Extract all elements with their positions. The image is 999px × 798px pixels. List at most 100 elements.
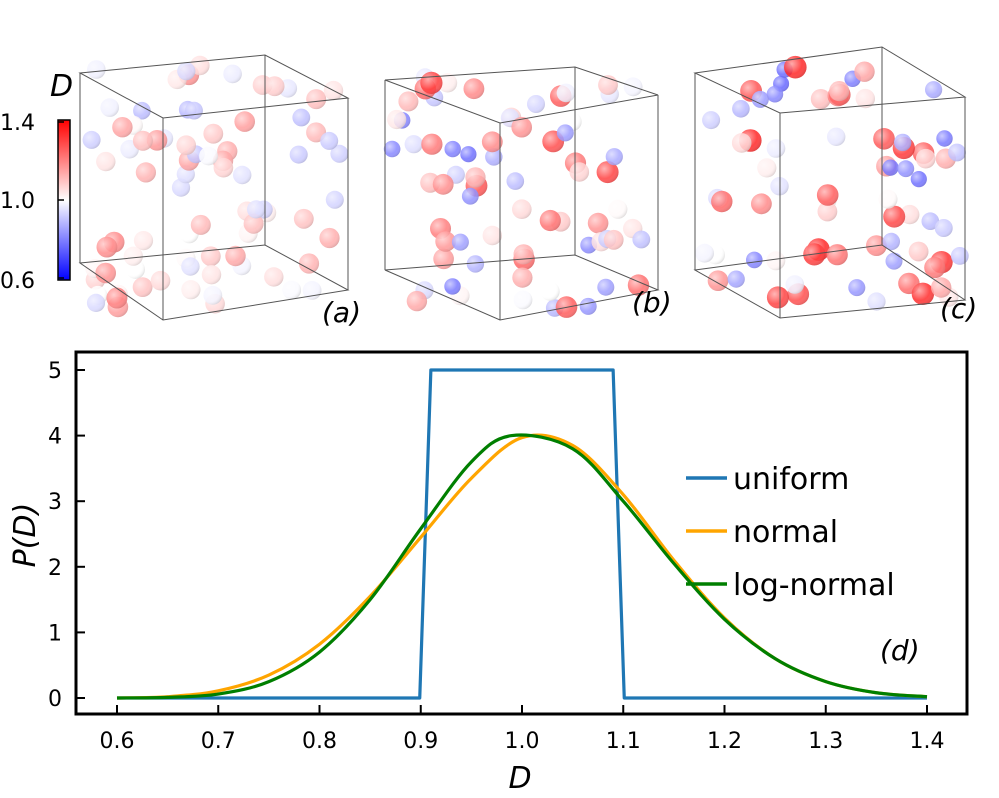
particle-shading xyxy=(86,293,106,312)
y-ticks: 0 1 2 3 4 5 xyxy=(48,359,85,712)
particle-shading xyxy=(513,290,533,310)
particle-shading xyxy=(632,230,651,249)
particle-shading xyxy=(829,81,850,102)
particle-shading xyxy=(330,144,349,163)
panel-label-a: (a) xyxy=(322,296,361,329)
particle-shading xyxy=(461,187,479,205)
particle-shading xyxy=(293,208,314,229)
particle-shading xyxy=(176,135,196,155)
particle-shading xyxy=(234,111,255,132)
x-tick-label: 0.6 xyxy=(100,729,135,754)
y-axis-label: P(D) xyxy=(8,503,43,568)
x-tick-label: 0.7 xyxy=(201,729,236,754)
particle-shading xyxy=(466,255,485,273)
colorbar: D 1.4 1.0 0.6 xyxy=(0,69,73,294)
particle-shading xyxy=(883,205,906,228)
legend-label: normal xyxy=(733,515,838,550)
sphere-cloud-c xyxy=(695,55,969,311)
particle-shading xyxy=(398,91,419,112)
simulation-box-b xyxy=(384,66,660,321)
particle-shading xyxy=(433,248,454,270)
particle-shading xyxy=(432,173,454,195)
particle-shading xyxy=(213,157,234,178)
particle-shading xyxy=(444,140,461,158)
particle-shading xyxy=(826,244,848,266)
particle-shading xyxy=(225,245,246,267)
particle-shading xyxy=(96,151,116,172)
particle-shading xyxy=(608,199,628,219)
particle-shading xyxy=(146,130,168,151)
particle-shading xyxy=(512,267,533,288)
particle-shading xyxy=(465,167,486,188)
particle-shading xyxy=(950,247,969,265)
x-tick-label: 1.1 xyxy=(606,729,641,754)
sphere-cloud-b xyxy=(383,68,651,318)
panel-label-d: (d) xyxy=(880,634,920,667)
colorbar-tick-label: 1.0 xyxy=(0,189,35,214)
particle-shading xyxy=(463,78,485,100)
colorbar-title: D xyxy=(50,69,73,104)
x-ticks: 0.6 0.7 0.8 0.9 1.0 1.1 1.2 1.3 1.4 xyxy=(100,705,945,754)
particle-shading xyxy=(873,128,895,150)
particle-shading xyxy=(320,131,339,150)
particle-shading xyxy=(460,146,477,163)
particle-shading xyxy=(243,213,264,234)
particle-shading xyxy=(597,278,615,296)
particle-shading xyxy=(746,251,763,269)
particle-shading xyxy=(95,262,116,284)
y-tick-label: 2 xyxy=(48,556,62,581)
particle-shading xyxy=(569,162,590,182)
x-tick-label: 0.9 xyxy=(403,729,438,754)
series-line-uniform xyxy=(117,368,927,700)
y-tick-label: 4 xyxy=(48,425,62,450)
particle-shading xyxy=(556,83,576,103)
particle-shading xyxy=(707,270,729,292)
particle-shading xyxy=(751,90,769,108)
particle-shading xyxy=(732,100,750,118)
particle-shading xyxy=(540,281,560,301)
particle-shading xyxy=(587,212,609,234)
particle-shading xyxy=(133,231,154,251)
particle-shading xyxy=(766,286,789,309)
particle-shading xyxy=(731,133,752,153)
particle-shading xyxy=(948,143,966,162)
particle-shading xyxy=(817,201,838,222)
particle-shading xyxy=(878,189,898,209)
particle-shading xyxy=(185,101,203,120)
particle-shading xyxy=(438,73,458,93)
particle-shading xyxy=(900,204,920,225)
particle-shading xyxy=(556,124,574,142)
particle-shading xyxy=(451,233,469,251)
particle-shading xyxy=(82,130,101,149)
particle-shading xyxy=(282,280,302,300)
particle-shading xyxy=(177,62,196,81)
particle-shading xyxy=(605,148,623,166)
particle-shading xyxy=(133,101,151,120)
particle-shading xyxy=(885,252,903,270)
particle-shading xyxy=(854,61,875,82)
particle-shading xyxy=(181,280,201,300)
particle-shading xyxy=(123,246,143,266)
particle-shading xyxy=(132,130,153,151)
particle-shading xyxy=(298,253,320,274)
particle-shading xyxy=(233,165,252,185)
particle-shading xyxy=(702,111,721,130)
particle-shading xyxy=(444,278,461,295)
particle-shading xyxy=(203,285,223,305)
particle-shading xyxy=(421,133,443,155)
particle-shading xyxy=(711,190,733,213)
y-tick-label: 1 xyxy=(48,621,62,646)
particle-shading xyxy=(100,98,119,117)
particle-shading xyxy=(112,117,133,138)
particle-shading xyxy=(181,257,200,276)
particle-shading xyxy=(481,131,503,153)
particle-shading xyxy=(200,246,221,267)
x-tick-label: 1.0 xyxy=(505,729,540,754)
sphere-cloud-a xyxy=(82,55,349,318)
particle-shading xyxy=(727,270,745,288)
particle-shading xyxy=(383,140,401,158)
particle-shading xyxy=(406,290,428,312)
particle-shading xyxy=(751,193,772,215)
particle-shading xyxy=(289,145,308,164)
particle-shading xyxy=(203,123,224,144)
